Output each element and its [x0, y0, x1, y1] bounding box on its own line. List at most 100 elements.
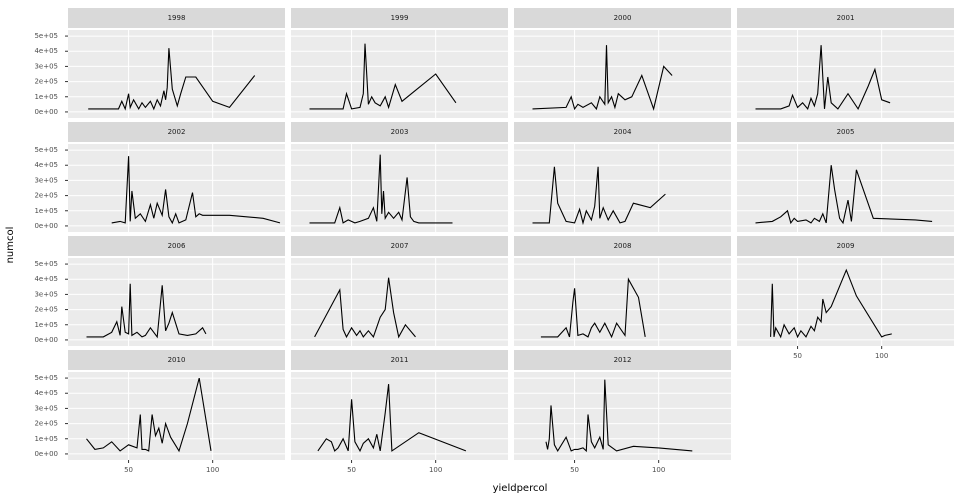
line — [88, 48, 256, 111]
y-tick-label: 1e+05 — [34, 93, 58, 101]
facet: 2001 — [737, 8, 954, 118]
facet: 2005 — [737, 122, 954, 232]
y-tick-label: 3e+05 — [34, 62, 58, 70]
facet: 2006 0e+00 1e+05 2e+05 3e+05 4e+05 5e+05 — [34, 236, 285, 346]
x-tick-label: 50 — [570, 466, 579, 474]
line — [532, 45, 673, 111]
strip — [737, 236, 954, 256]
y-tick-label: 4e+05 — [34, 275, 58, 283]
y-tick-label: 2e+05 — [34, 192, 58, 200]
strip-title: 2008 — [614, 242, 632, 250]
y-tick-label: 4e+05 — [34, 161, 58, 169]
x-axis-title: yieldpercol — [493, 483, 548, 494]
y-tick-label: 5e+05 — [34, 146, 58, 154]
facet: 2003 — [291, 122, 508, 232]
line — [86, 377, 212, 453]
panel — [291, 372, 508, 460]
strip — [737, 8, 954, 28]
panel — [291, 144, 508, 232]
panel — [514, 30, 731, 118]
strip-title: 1998 — [168, 14, 186, 22]
line — [532, 166, 666, 226]
y-tick-label: 5e+05 — [34, 32, 58, 40]
y-tick-label: 3e+05 — [34, 176, 58, 184]
strip-title: 2009 — [837, 242, 855, 250]
strip-title: 2000 — [614, 14, 632, 22]
strip-title: 1999 — [391, 14, 409, 22]
y-tick-label: 0e+00 — [34, 450, 58, 458]
strip-title: 2003 — [391, 128, 409, 136]
y-tick-label: 2e+05 — [34, 78, 58, 86]
facet: 2009 50 100 — [737, 236, 954, 360]
strip-title: 2006 — [168, 242, 186, 250]
y-tick-label: 1e+05 — [34, 207, 58, 215]
y-tick-label: 0e+00 — [34, 336, 58, 344]
strip — [514, 8, 731, 28]
line — [309, 154, 453, 224]
facet: 2000 — [514, 8, 731, 118]
panel — [68, 258, 285, 346]
panel — [68, 372, 285, 460]
strip-title: 2011 — [391, 356, 409, 364]
x-tick-label: 100 — [206, 466, 219, 474]
facet: 2007 — [291, 236, 508, 346]
line — [314, 277, 416, 339]
facet: 2012 50 100 — [514, 350, 731, 474]
facet: 2008 — [514, 236, 731, 346]
panel — [291, 258, 508, 346]
line — [545, 379, 693, 453]
y-tick-label: 5e+05 — [34, 260, 58, 268]
x-tick-label: 50 — [793, 352, 802, 360]
y-tick-label: 3e+05 — [34, 290, 58, 298]
y-axis-title: numcol — [5, 227, 16, 264]
y-tick-label: 2e+05 — [34, 306, 58, 314]
line — [317, 384, 467, 453]
strip — [68, 236, 285, 256]
facet: 1998 0e+00 1e+05 2e+05 3e+05 4e+05 5e+05 — [34, 8, 285, 118]
x-tick-label: 50 — [124, 466, 133, 474]
strip-title: 2002 — [168, 128, 186, 136]
line — [540, 277, 646, 339]
facet: 2011 50 100 — [291, 350, 508, 474]
strip-title: 2001 — [837, 14, 855, 22]
strip-title: 2005 — [837, 128, 855, 136]
y-tick-label: 1e+05 — [34, 321, 58, 329]
line — [86, 283, 207, 339]
line — [309, 43, 457, 110]
panel — [514, 258, 731, 346]
facet: 2002 0e+00 1e+05 2e+05 3e+05 4e+05 5e+05 — [34, 122, 285, 232]
y-tick-label: 5e+05 — [34, 374, 58, 382]
strip-title: 2007 — [391, 242, 409, 250]
y-tick-label: 2e+05 — [34, 420, 58, 428]
strip — [291, 122, 508, 142]
strip — [514, 122, 731, 142]
strip — [514, 236, 731, 256]
strip — [514, 350, 731, 370]
strip — [291, 8, 508, 28]
y-tick-label: 3e+05 — [34, 404, 58, 412]
strip — [291, 350, 508, 370]
panel — [291, 30, 508, 118]
y-tick-label: 4e+05 — [34, 47, 58, 55]
panel — [737, 144, 954, 232]
line — [755, 165, 933, 225]
x-tick-label: 100 — [652, 466, 665, 474]
x-tick-label: 100 — [875, 352, 888, 360]
panel — [737, 30, 954, 118]
line — [755, 45, 891, 111]
facet: 2010 0e+00 1e+05 2e+05 3e+05 4e+05 5e+05 50 100 — [34, 350, 285, 474]
x-tick-label: 100 — [429, 466, 442, 474]
strip — [737, 122, 954, 142]
strip-title: 2004 — [614, 128, 632, 136]
strip-title: 2010 — [168, 356, 186, 364]
y-tick-label: 4e+05 — [34, 389, 58, 397]
y-tick-label: 1e+05 — [34, 435, 58, 443]
line — [770, 268, 892, 339]
y-tick-label: 0e+00 — [34, 222, 58, 230]
y-tick-label: 0e+00 — [34, 108, 58, 116]
facet: 2004 — [514, 122, 731, 232]
strip — [291, 236, 508, 256]
strip — [68, 350, 285, 370]
